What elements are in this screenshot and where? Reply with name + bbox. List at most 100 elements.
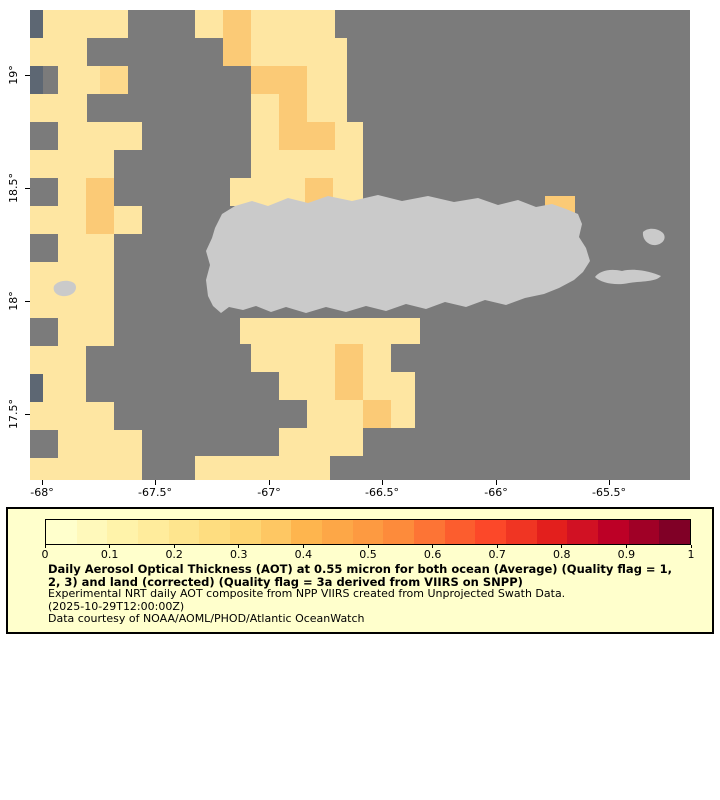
- colorbar-tick-label: 0.1: [100, 548, 119, 561]
- y-tick-mark: [25, 187, 30, 189]
- aot-cell: [30, 346, 86, 374]
- land-layer: [53, 195, 665, 313]
- aot-cell: [251, 150, 363, 178]
- aot-cell: [195, 10, 223, 38]
- colorbar-segment: [659, 520, 691, 544]
- caption-title-line1: Daily Aerosol Optical Thickness (AOT) at…: [48, 562, 672, 576]
- colorbar-segment: [598, 520, 629, 544]
- x-tick-label: -67.5°: [138, 486, 172, 499]
- y-tick-label: 17.5°: [7, 399, 20, 429]
- aot-cell: [114, 206, 142, 234]
- colorbar-segment: [536, 520, 568, 544]
- island-vieques: [595, 269, 661, 285]
- legend-panel: 0 0.1 0.2 0.3 0.4 0.5 0.6 0.7 0.8 0.9 1 Daily Aero…: [6, 507, 714, 634]
- aot-cell: [279, 122, 335, 150]
- x-tick-label: -68°: [30, 486, 54, 499]
- colorbar-segment: [260, 520, 292, 544]
- aot-cell: [335, 122, 363, 150]
- colorbar-segment: [168, 520, 200, 544]
- colorbar-tick-mark: [109, 545, 111, 548]
- colorbar-tick-mark: [173, 545, 175, 548]
- colorbar-tick-label: 0.8: [553, 548, 571, 561]
- island-mona: [53, 280, 76, 297]
- y-tick-mark: [25, 300, 30, 302]
- y-tick-mark: [25, 74, 30, 76]
- island-culebra: [642, 228, 665, 246]
- aot-cell: [251, 66, 307, 94]
- colorbar-tick-mark: [561, 545, 563, 548]
- aot-cell: [251, 38, 347, 66]
- aot-cell: [58, 318, 114, 346]
- colorbar-segment: [199, 520, 231, 544]
- colorbar-tick-mark: [690, 545, 692, 548]
- aot-cell: [335, 344, 363, 372]
- colorbar-tick-mark: [44, 545, 46, 548]
- caption-timestamp: (2025-10-29T12:00:00Z): [48, 599, 185, 613]
- aot-cell: [30, 458, 142, 480]
- colorbar: [45, 519, 691, 545]
- colorbar-segment: [352, 520, 384, 544]
- aot-cell: [86, 178, 114, 206]
- colorbar-segment: [76, 520, 108, 544]
- caption-credit: Data courtesy of NOAA/AOML/PHOD/Atlantic…: [48, 612, 365, 625]
- aot-cell: [279, 94, 307, 122]
- aot-cell: [58, 122, 142, 150]
- colorbar-segment: [475, 520, 507, 544]
- colorbar-tick-label: 0.2: [165, 548, 183, 561]
- aot-cell: [307, 94, 347, 122]
- aot-cell: [30, 150, 114, 178]
- aot-map-panel: [30, 10, 690, 480]
- aot-cell: [279, 428, 363, 456]
- y-tick-label: 19°: [7, 65, 20, 85]
- aot-cell: [43, 10, 128, 38]
- colorbar-tick-label: 0: [41, 548, 49, 561]
- aot-cell: [251, 94, 279, 122]
- y-tick-label: 18.5°: [7, 173, 20, 203]
- aot-cell: [86, 206, 114, 234]
- aot-cell: [335, 372, 363, 400]
- aot-cell: [43, 374, 86, 402]
- colorbar-segment: [230, 520, 261, 544]
- x-tick-mark: [608, 480, 610, 485]
- x-tick-mark: [381, 480, 383, 485]
- colorbar-segment: [107, 520, 139, 544]
- aot-cell: [58, 178, 86, 206]
- aot-cell: [251, 10, 335, 38]
- aot-cell: [307, 400, 363, 428]
- aot-cell: [251, 122, 279, 150]
- aot-cell: [30, 402, 114, 430]
- aot-cell: [307, 66, 347, 94]
- aot-cell: [195, 456, 330, 480]
- aot-cell: [279, 372, 335, 400]
- aot-cell: [363, 344, 391, 372]
- aot-cell: [58, 66, 100, 94]
- y-tick-label: 18°: [7, 291, 20, 311]
- caption-title-line2: 2, 3) and land (corrected) (Quality flag…: [48, 574, 523, 589]
- caption-block: Daily Aerosol Optical Thickness (AOT) at…: [48, 563, 688, 625]
- colorbar-tick-mark: [496, 545, 498, 548]
- colorbar-segment: [383, 520, 415, 544]
- colorbar-segment: [322, 520, 353, 544]
- x-tick-label: -66.5°: [365, 486, 399, 499]
- colorbar-segment: [567, 520, 599, 544]
- aot-cell: [30, 206, 86, 234]
- aot-cell: [100, 66, 128, 94]
- colorbar-segment: [291, 520, 323, 544]
- island-puerto-rico: [206, 195, 590, 313]
- x-tick-mark: [268, 480, 270, 485]
- colorbar-tick-label: 0.9: [617, 548, 636, 561]
- colorbar-tick-mark: [238, 545, 240, 548]
- colorbar-tick-mark: [367, 545, 369, 548]
- aot-cell: [30, 38, 87, 66]
- colorbar-tick-label: 0.6: [423, 548, 442, 561]
- colorbar-tick-mark: [432, 545, 434, 548]
- y-tick-mark: [25, 413, 30, 415]
- colorbar-tick-mark: [302, 545, 304, 548]
- aot-cell: [58, 430, 142, 458]
- x-tick-mark: [41, 480, 43, 485]
- aot-cell: [223, 10, 251, 66]
- colorbar-tick-label: 1: [687, 548, 695, 561]
- colorbar-tick-label: 0.7: [488, 548, 506, 561]
- aot-cell: [391, 400, 415, 428]
